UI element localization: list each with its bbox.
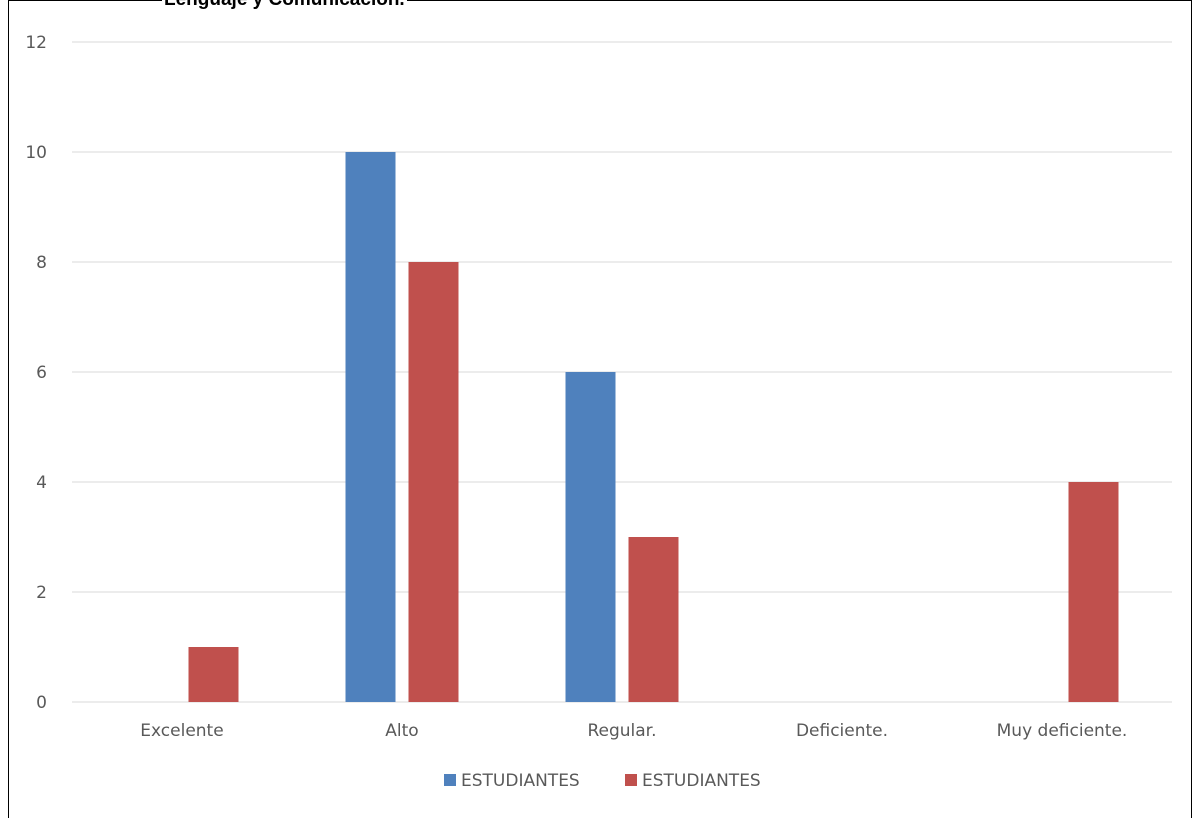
y-tick-label: 12 (25, 33, 47, 53)
legend-swatch (625, 774, 637, 786)
x-tick-label: Regular. (587, 721, 656, 741)
legend-label: ESTUDIANTES (461, 771, 580, 791)
x-tick-label: Excelente (140, 721, 223, 741)
y-tick-label: 8 (36, 253, 47, 273)
bar-2-0 (188, 647, 239, 702)
bar-1-2 (565, 372, 616, 702)
x-tick-label: Alto (385, 721, 418, 741)
y-tick-label: 10 (25, 143, 47, 163)
y-tick-label: 2 (36, 583, 47, 603)
y-tick-label: 4 (36, 473, 47, 493)
bar-2-1 (408, 262, 459, 702)
x-axis: Excelente Alto Regular. Deficiente. Muy defi… (140, 721, 1127, 741)
y-axis: 0 2 4 6 8 10 12 (25, 33, 47, 713)
legend-swatch (444, 774, 456, 786)
legend: ESTUDIANTES ESTUDIANTES (444, 771, 761, 791)
legend-label: ESTUDIANTES (642, 771, 761, 791)
bars (188, 152, 1119, 702)
gridlines (72, 41, 1172, 703)
x-tick-label: Deficiente. (796, 721, 888, 741)
y-tick-label: 6 (36, 363, 47, 383)
bar-2-2 (628, 537, 679, 702)
x-tick-label: Muy deficiente. (997, 721, 1128, 741)
y-tick-label: 0 (36, 693, 47, 713)
chart-title: Lenguaje y Comunicación. (162, 0, 407, 11)
bar-1-1 (345, 152, 396, 702)
bar-2-4 (1068, 482, 1119, 702)
